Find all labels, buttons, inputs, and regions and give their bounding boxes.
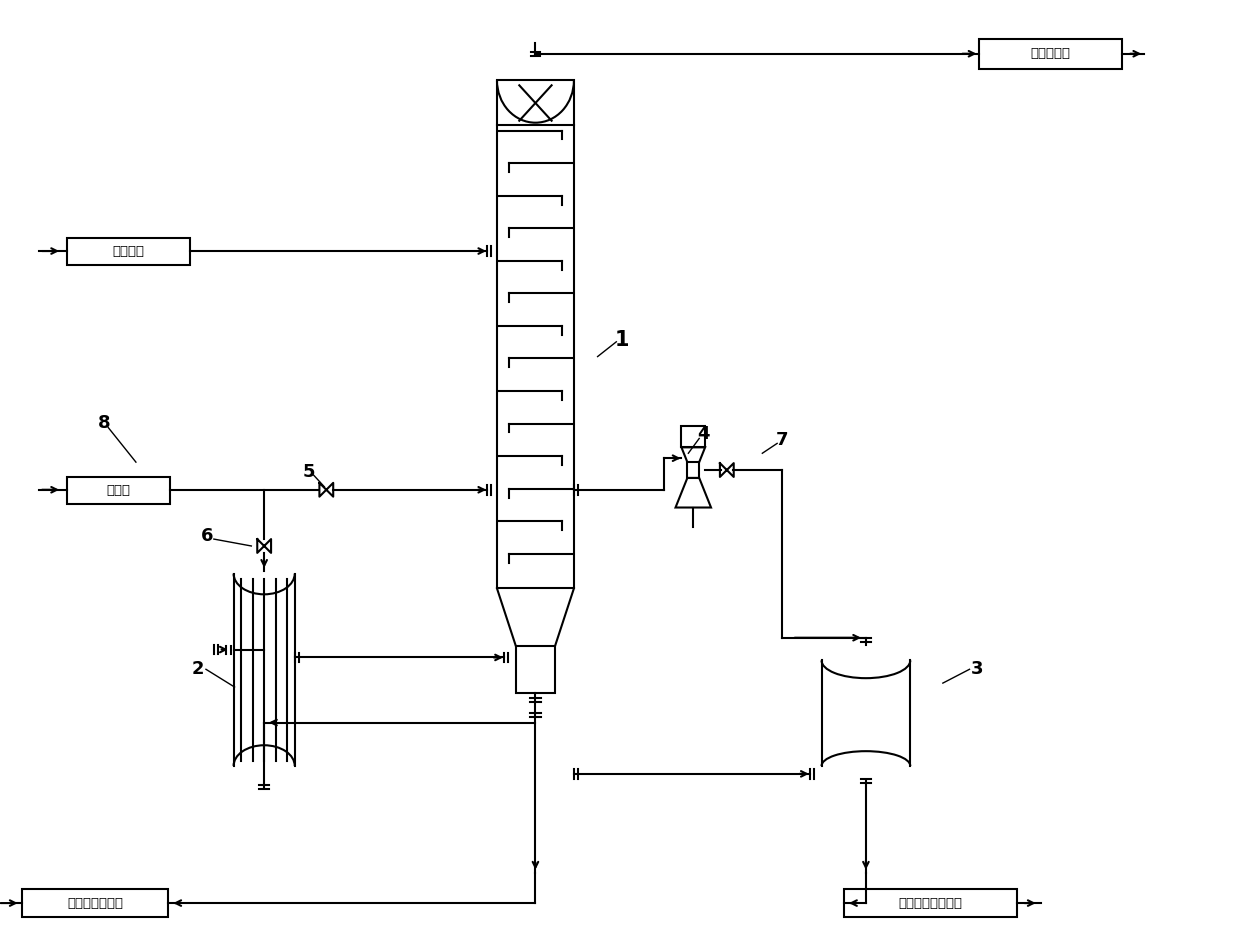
Bar	[687, 463, 699, 478]
Text: 4: 4	[697, 425, 709, 443]
Bar	[67, 477, 170, 503]
Text: 脱氨出水去界外: 脱氨出水去界外	[67, 897, 124, 910]
Text: 2: 2	[192, 660, 205, 679]
Text: 7: 7	[776, 431, 789, 449]
Text: 6: 6	[201, 527, 213, 545]
Text: 至下一工段: 至下一工段	[1030, 47, 1071, 60]
Text: 蜒汽冷凝水去界外: 蜒汽冷凝水去界外	[899, 897, 962, 910]
Text: 1: 1	[615, 329, 630, 350]
Bar	[682, 426, 706, 447]
Bar	[844, 889, 1017, 917]
Bar	[516, 646, 556, 693]
Text: 5: 5	[303, 463, 315, 481]
Bar	[980, 39, 1122, 69]
Bar	[67, 238, 190, 265]
Text: 8: 8	[98, 413, 110, 431]
Text: 母液废水: 母液废水	[113, 245, 145, 258]
Bar	[22, 889, 169, 917]
Bar	[497, 80, 574, 588]
Text: 鲜蜒汽: 鲜蜒汽	[107, 483, 130, 497]
Text: 3: 3	[971, 660, 983, 679]
